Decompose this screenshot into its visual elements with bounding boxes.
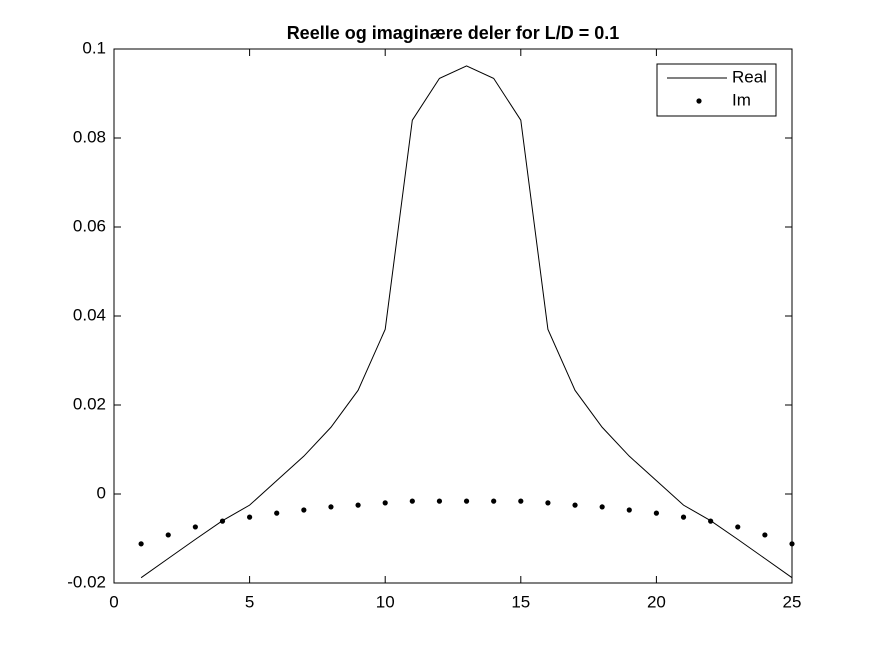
data-point — [653, 510, 660, 516]
x-tick-label: 5 — [245, 592, 254, 611]
data-point — [599, 504, 605, 510]
y-tick-label: -0.02 — [67, 572, 106, 591]
legend-marker — [696, 98, 702, 104]
data-point — [735, 524, 741, 530]
data-point — [274, 510, 280, 516]
data-point — [409, 498, 415, 504]
plot-area — [113, 48, 793, 584]
y-tick-label: 0.1 — [82, 38, 106, 57]
data-point — [518, 498, 524, 504]
data-point — [165, 532, 171, 538]
data-point — [491, 498, 497, 504]
data-point — [382, 500, 388, 506]
x-tick-label: 0 — [109, 592, 118, 611]
y-tick-label: 0.02 — [73, 394, 106, 413]
x-tick-label: 25 — [783, 592, 802, 611]
data-point — [463, 498, 470, 504]
data-point — [708, 518, 714, 524]
data-point — [680, 514, 687, 520]
legend-label: Im — [732, 90, 751, 109]
x-tick-label: 10 — [376, 592, 395, 611]
y-tick-label: 0.04 — [73, 305, 106, 324]
data-point — [572, 502, 578, 508]
data-point — [436, 498, 443, 504]
data-point — [545, 500, 551, 506]
data-point — [192, 524, 198, 530]
legend-box — [656, 63, 777, 117]
y-tick-label: 0 — [97, 483, 106, 502]
data-point — [355, 502, 361, 508]
x-tick-label: 15 — [511, 592, 530, 611]
legend-label: Real — [732, 67, 767, 86]
data-point — [762, 532, 768, 538]
data-line — [140, 65, 793, 579]
data-point — [138, 541, 144, 547]
data-point — [219, 518, 226, 524]
data-point — [328, 504, 334, 510]
data-point — [301, 507, 307, 513]
data-point — [247, 514, 253, 520]
chart-title: Reelle og imaginære deler for L/D = 0.1 — [287, 23, 620, 43]
x-tick-label: 20 — [647, 592, 666, 611]
y-tick-label: 0.06 — [73, 216, 106, 235]
y-tick-label: 0.08 — [73, 127, 106, 146]
data-point — [789, 541, 795, 547]
data-point — [626, 507, 632, 513]
